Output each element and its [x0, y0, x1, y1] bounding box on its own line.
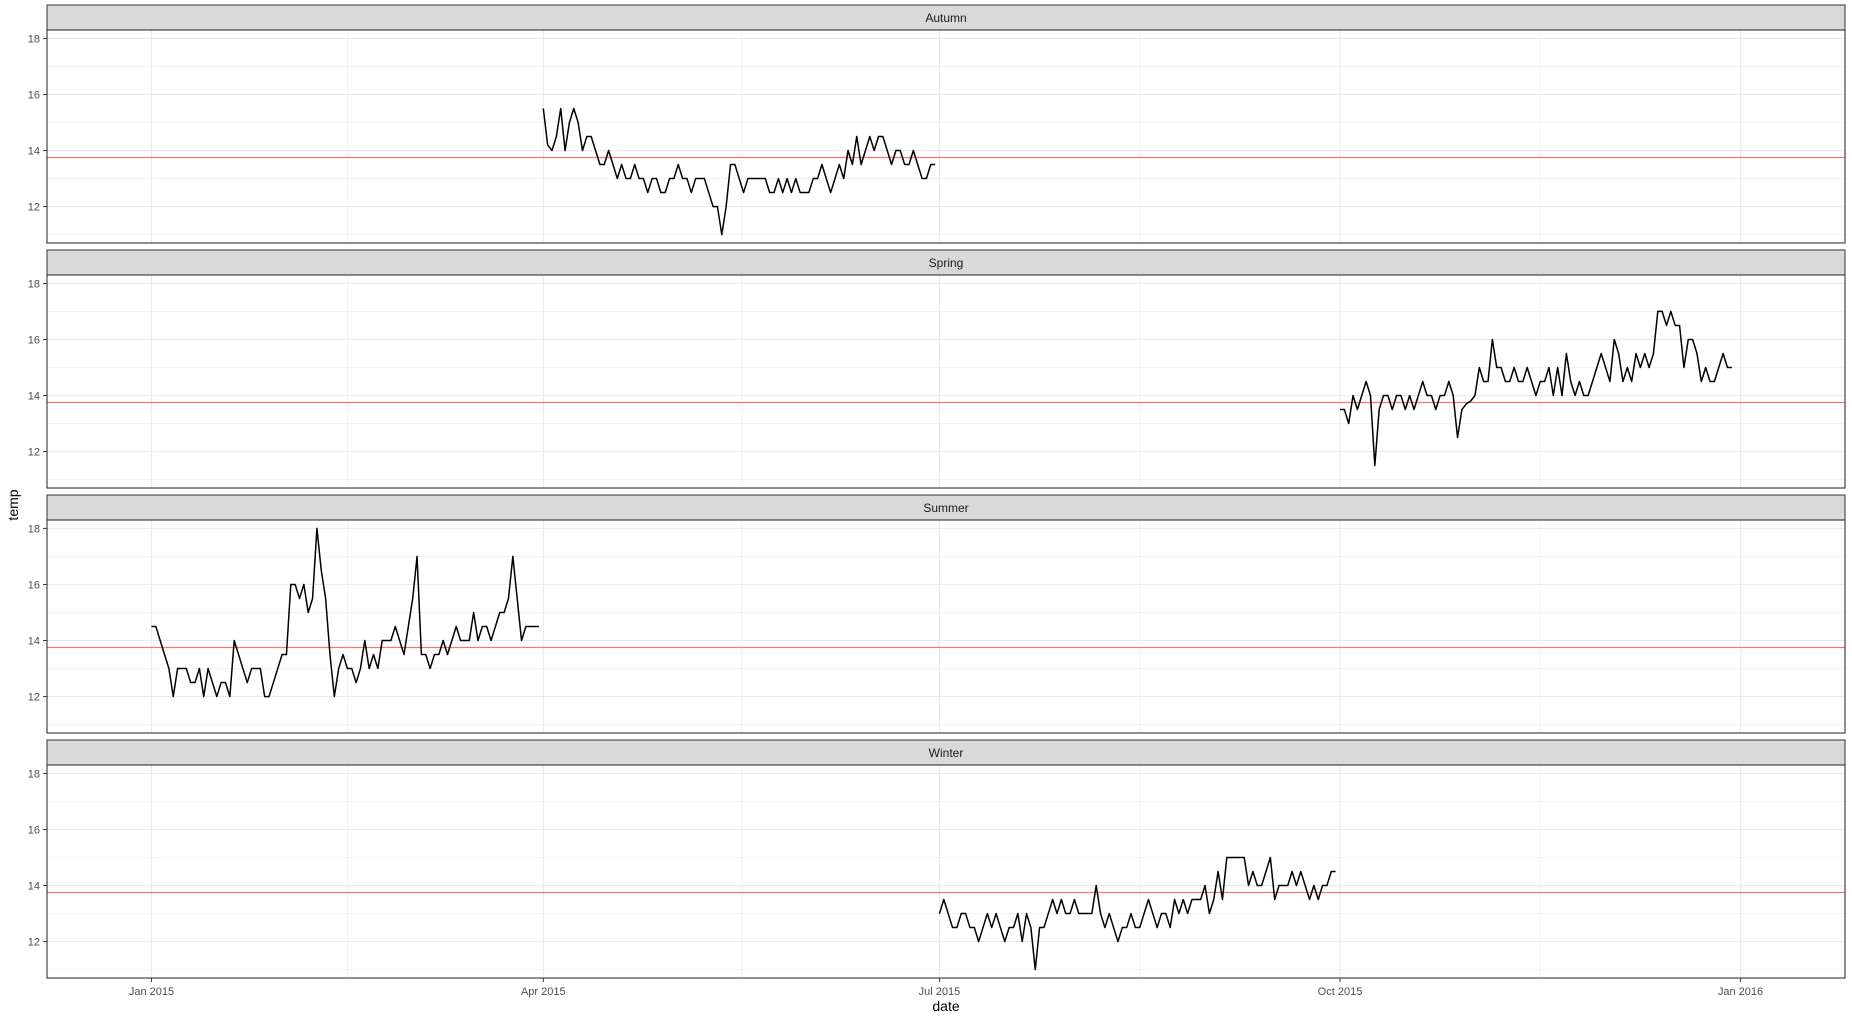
facet-panels: Autumn 12 14 16 18 Spring 12 14 16 18 Summer 12 14 16… [28, 4, 1846, 979]
y-tick-label: 18 [28, 523, 40, 535]
x-tick-label: Jan 2016 [1718, 986, 1763, 998]
facet-panel-winter: Winter 12 14 16 18 [28, 739, 1846, 979]
facet-strip [46, 494, 1846, 521]
facet-strip-label: Winter [929, 746, 964, 760]
x-axis: Jan 2015 Apr 2015 Jul 2015 Oct 2015 Jan 2016 [129, 978, 1763, 998]
series-line-summer [151, 527, 539, 698]
series-line-spring [1339, 310, 1732, 467]
y-axis-title: temp [5, 489, 21, 520]
y-tick-label: 12 [28, 202, 40, 214]
y-tick-label: 14 [28, 881, 40, 893]
facet-panel-autumn: Autumn 12 14 16 18 [28, 4, 1846, 244]
y-tick-label: 12 [28, 937, 40, 949]
y-tick-label: 14 [28, 146, 40, 158]
x-tick-label: Jul 2015 [919, 986, 961, 998]
panel-background [47, 275, 1845, 488]
facet-panel-summer: Summer 12 14 16 18 [28, 494, 1846, 734]
y-tick-label: 18 [28, 33, 40, 45]
facet-strip-label: Autumn [925, 11, 966, 25]
y-tick-label: 16 [28, 824, 40, 836]
y-tick-label: 18 [28, 768, 40, 780]
panel-border [46, 519, 1846, 734]
facet-panel-spring: Spring 12 14 16 18 [28, 249, 1846, 489]
x-tick-label: Jan 2015 [129, 986, 174, 998]
facet-strip [46, 739, 1846, 766]
panel-border [46, 764, 1846, 979]
panel-background [47, 520, 1845, 733]
y-tick-label: 14 [28, 636, 40, 648]
x-tick-label: Apr 2015 [521, 986, 566, 998]
facet-strip [46, 4, 1846, 31]
x-tick-label: Oct 2015 [1318, 986, 1363, 998]
facet-strip-label: Summer [923, 501, 968, 515]
y-tick-label: 12 [28, 447, 40, 459]
facet-strip [46, 249, 1846, 276]
y-tick-label: 16 [28, 89, 40, 101]
y-tick-label: 16 [28, 579, 40, 591]
panel-background [47, 30, 1845, 243]
y-tick-label: 16 [28, 334, 40, 346]
series-line-winter [938, 856, 1336, 971]
panel-background [47, 765, 1845, 978]
y-tick-label: 12 [28, 692, 40, 704]
facet-strip-label: Spring [929, 256, 964, 270]
panel-border [46, 274, 1846, 489]
y-tick-label: 18 [28, 278, 40, 290]
panel-border [46, 29, 1846, 244]
y-tick-label: 14 [28, 391, 40, 403]
x-axis-title: date [932, 998, 959, 1014]
series-line-autumn [542, 107, 936, 236]
